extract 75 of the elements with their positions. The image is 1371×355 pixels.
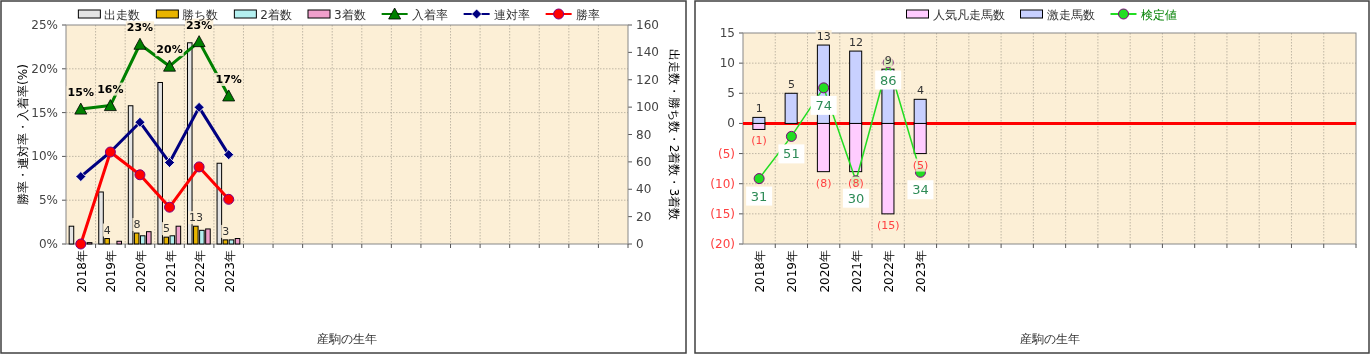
data-label: 15% (67, 86, 94, 100)
data-label: 20% (156, 43, 183, 57)
data-label: 12 (848, 36, 863, 50)
x-tick-label: 2020年 (133, 250, 148, 293)
x-tick-label: 2019年 (104, 250, 119, 293)
y-tick-label: 10% (31, 149, 58, 164)
y-tick-label: (20) (710, 237, 735, 251)
data-label: 51 (783, 146, 800, 162)
legend-label: 3着数 (334, 8, 366, 22)
x-axis-title: 産駒の生年 (1019, 332, 1080, 346)
x-tick-label: 2023年 (222, 250, 237, 293)
data-label: 23% (126, 21, 154, 35)
x-tick-label: 2021年 (849, 250, 864, 293)
legend-label: 連対率 (493, 8, 530, 22)
legend-label: 出走数 (104, 8, 141, 22)
x-tick-label: 2022年 (882, 250, 897, 293)
data-label: 9 (884, 54, 892, 68)
legend-label: 入着率 (411, 8, 448, 22)
data-label: 17% (215, 72, 242, 86)
y2-tick-label: 100 (636, 100, 659, 115)
y-tick-label: 25% (31, 18, 58, 32)
data-label: 74 (815, 97, 832, 113)
data-label: 13 (189, 211, 204, 225)
legend-label: 2着数 (260, 8, 292, 22)
legend-label: 検定値 (1140, 8, 1177, 22)
data-label: (5) (912, 158, 929, 172)
data-label: 5 (162, 222, 170, 236)
x-tick-label: 2023年 (914, 250, 929, 293)
data-label: 5 (787, 78, 795, 92)
y-tick-label: 5% (38, 193, 58, 208)
y-tick-label: 20% (31, 61, 58, 76)
data-label: 34 (912, 182, 929, 198)
y2-axis-title: 出走数・勝ち数・2着数・3着数 (667, 48, 681, 221)
y-tick-label: 15 (719, 26, 735, 40)
y2-tick-label: 80 (636, 127, 652, 142)
data-label: (8) (815, 176, 832, 190)
y2-tick-label: 60 (636, 154, 652, 169)
y2-tick-label: 160 (636, 18, 659, 32)
data-label: 30 (847, 190, 865, 206)
data-label: (8) (848, 176, 864, 190)
data-label: 3 (222, 224, 230, 238)
data-label: 4 (103, 223, 111, 237)
y-tick-label: 0% (38, 237, 58, 251)
x-tick-label: 2020年 (817, 250, 832, 293)
y-tick-label: 0 (727, 116, 735, 131)
y2-tick-label: 120 (636, 72, 659, 87)
data-label: 86 (879, 72, 897, 88)
legend-label: 人気凡走馬数 (932, 8, 1005, 22)
data-label: 1 (755, 102, 763, 116)
y-axis-title: 勝率・連対率・入着率(%) (16, 64, 30, 205)
legend-label: 勝率 (575, 8, 600, 22)
y2-tick-label: 140 (636, 45, 659, 60)
data-label: 16% (97, 82, 124, 96)
x-tick-label: 2021年 (163, 250, 178, 293)
data-label: 4 (916, 84, 924, 98)
x-tick-label: 2019年 (785, 250, 800, 293)
data-label: (15) (876, 218, 900, 232)
y-tick-label: 10 (719, 56, 735, 71)
legend-label: 激走馬数 (1046, 8, 1095, 22)
y2-tick-label: 20 (636, 209, 652, 224)
y-tick-label: (10) (710, 176, 735, 191)
y2-tick-label: 40 (636, 182, 652, 197)
y-tick-label: 5 (727, 86, 735, 101)
x-tick-label: 2022年 (193, 250, 208, 293)
y-tick-label: 15% (31, 105, 58, 120)
y2-tick-label: 0 (636, 237, 644, 251)
y-tick-label: (15) (710, 206, 735, 221)
x-tick-label: 2018年 (753, 250, 768, 293)
data-label: (1) (751, 134, 767, 148)
x-tick-label: 2018年 (74, 250, 89, 293)
data-label: 8 (133, 218, 141, 232)
data-label: 31 (750, 188, 768, 204)
data-label: 13 (816, 30, 831, 44)
x-axis-title: 産駒の生年 (317, 332, 377, 346)
y-tick-label: (5) (718, 146, 735, 161)
